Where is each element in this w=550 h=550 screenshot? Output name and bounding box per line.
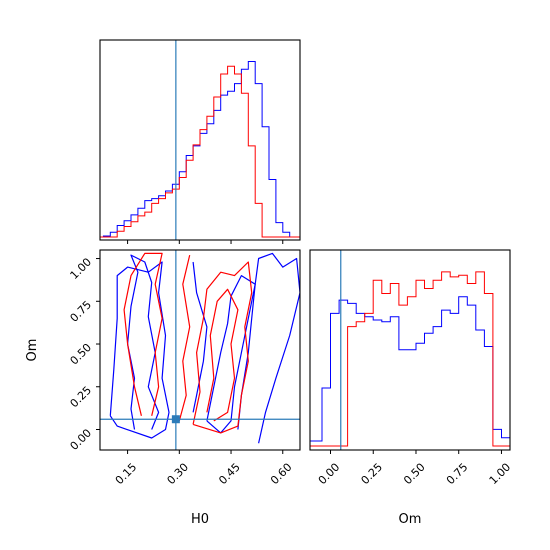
om-x-tick-label: 0.50	[401, 461, 428, 488]
om-marginal-panel: 0.00 0.25 0.50 0.75 1.00	[309, 249, 514, 488]
contour-red-0	[123, 252, 163, 416]
contour-red-1	[192, 261, 253, 434]
contour-blue-3	[206, 275, 256, 434]
h0-hist-blue	[100, 61, 300, 238]
contour-red-3	[178, 254, 191, 422]
om-tick-label: 1.00	[68, 255, 95, 282]
h0-hist-red	[100, 65, 300, 238]
h0-marginal-panel	[99, 39, 301, 244]
om-tick-label: 0.50	[68, 341, 95, 368]
om-hist-blue	[310, 296, 510, 446]
h0-marginal-frame	[99, 39, 301, 241]
om-tick-label: 0.75	[68, 298, 95, 325]
contour-blue-1	[109, 261, 170, 439]
h0-om-joint-panel: 0.15 0.30 0.45 0.60 0.00 0.25 0.50 0.75 1.00	[68, 249, 301, 488]
axis-labels: H0 Om Om	[25, 339, 421, 527]
contour-blue-2	[237, 252, 300, 444]
h0-tick-label: 0.45	[216, 461, 243, 488]
contour-blue-4	[192, 261, 208, 413]
om-hist-red	[310, 271, 510, 447]
h0-axis-label: H0	[191, 512, 209, 527]
om-x-tick-label: 0.75	[444, 461, 471, 488]
contour-blue-0	[127, 254, 160, 430]
om-x-tick-label: 0.25	[359, 461, 386, 488]
om-axis-label: Om	[25, 339, 40, 362]
joint-frame	[99, 249, 301, 451]
om-x-tick-label: 0.00	[316, 461, 343, 488]
om-tick-label: 0.00	[68, 426, 95, 453]
h0-tick-label: 0.60	[268, 461, 295, 488]
contour-red-2	[206, 288, 239, 422]
om-marginal-frame	[309, 249, 511, 451]
om-x-tick-label: 1.00	[487, 461, 514, 488]
h0-tick-label: 0.15	[113, 461, 140, 488]
joint-truth-marker	[171, 415, 180, 424]
h0-tick-label: 0.30	[165, 461, 192, 488]
om-tick-label: 0.25	[68, 384, 95, 411]
om-axis-label-right: Om	[399, 512, 422, 527]
